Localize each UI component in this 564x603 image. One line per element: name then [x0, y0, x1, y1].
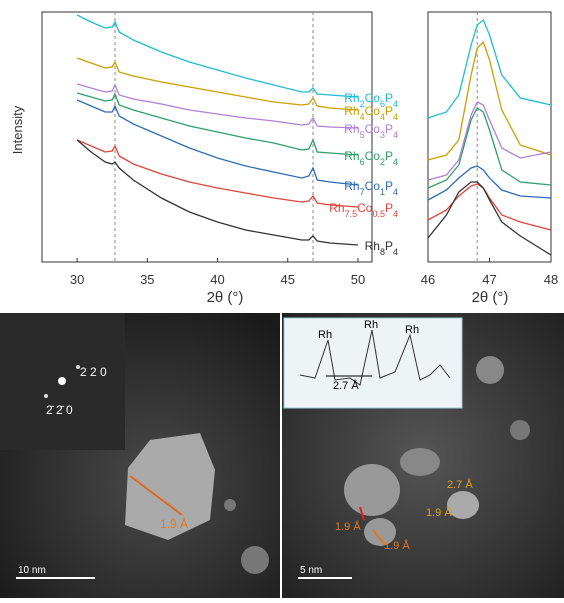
plot-frame	[41, 11, 373, 263]
inset-label: Rh	[364, 319, 378, 331]
series-line	[427, 101, 552, 181]
legend-label: Rh2Co6P4	[344, 91, 398, 109]
series-line	[76, 92, 359, 156]
series-line	[427, 40, 552, 161]
annotation: 1.9 Å	[426, 506, 452, 519]
series-line	[427, 18, 552, 119]
inset-label: Rh	[318, 329, 332, 341]
series-line	[76, 139, 359, 246]
scale-bar-label: 10 nm	[18, 565, 46, 576]
annotation: 1.9 Å	[384, 539, 410, 552]
x-tick-label: 30	[70, 272, 84, 287]
legend-label: Rh7.5Co0.5P4	[329, 201, 398, 219]
fft-label: 2̄ 2̄ 0	[46, 403, 73, 417]
tem-right: Rh Rh Rh 2.7 Å 2.7 Å 1.9 Å 1.9 Å 1.9 Å 5…	[282, 313, 564, 598]
annotation: 1.9 Å	[335, 520, 361, 533]
series-line	[76, 83, 359, 129]
legend-label: Rh8P4	[365, 239, 398, 257]
x-tick-label: 40	[210, 272, 224, 287]
x-axis-label: 2θ (°)	[207, 289, 244, 306]
x-tick-label: 48	[544, 272, 558, 287]
legend-label: Rh7Co1P4	[344, 179, 398, 197]
series-line	[427, 181, 552, 256]
series-line	[76, 99, 359, 186]
y-axis-label: Intensity	[10, 105, 25, 154]
legend-label: Rh6Co2P4	[344, 149, 398, 167]
inset-label: 2.7 Å	[333, 379, 359, 392]
series-line	[427, 165, 552, 201]
series-line	[76, 57, 359, 111]
x-tick-label: 50	[351, 272, 365, 287]
legend-label: Rh4Co4P4	[344, 104, 398, 122]
tem-left: 2 2 0 2̄ 2̄ 0 1.9 Å 10 nm	[0, 313, 280, 598]
x-tick-label: 47	[482, 272, 496, 287]
series-line	[76, 14, 359, 98]
series-line	[76, 139, 359, 208]
fft-label: 2 2 0	[80, 365, 107, 379]
x-tick-label: 35	[140, 272, 154, 287]
series-line	[427, 107, 552, 189]
x-tick-label: 46	[421, 272, 435, 287]
legend-label: Rh5Co3P4	[344, 122, 398, 140]
x-tick-label: 45	[281, 272, 295, 287]
inset-label: Rh	[405, 324, 419, 336]
scale-bar-label: 5 nm	[300, 565, 322, 576]
annotation: 1.9 Å	[160, 516, 188, 531]
x-axis-label: 2θ (°)	[472, 289, 509, 306]
annotation: 2.7 Å	[447, 478, 473, 491]
